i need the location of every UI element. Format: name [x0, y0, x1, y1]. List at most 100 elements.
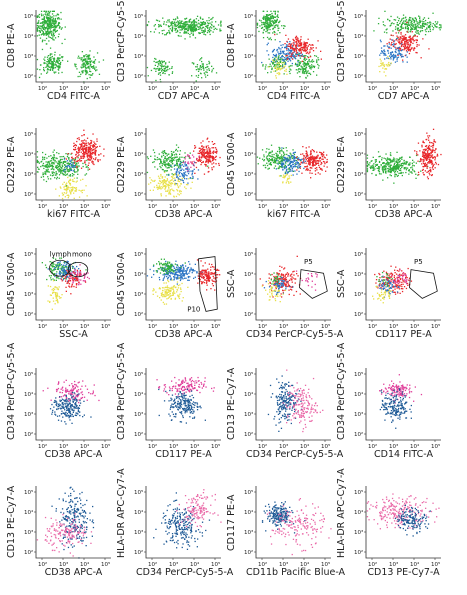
event-point	[306, 48, 308, 50]
event-point	[46, 166, 48, 169]
event-point	[204, 29, 206, 31]
event-point	[183, 175, 185, 177]
event-point	[295, 46, 297, 48]
event-point	[45, 33, 47, 35]
event-point	[73, 164, 75, 167]
event-point	[156, 61, 158, 63]
event-point	[47, 58, 49, 61]
event-point	[429, 27, 431, 29]
event-point	[372, 164, 374, 166]
event-point	[266, 36, 269, 39]
event-point	[39, 69, 41, 71]
event-point	[170, 156, 172, 159]
event-point	[69, 169, 71, 171]
event-point	[185, 183, 188, 186]
event-point	[181, 174, 184, 176]
event-point	[50, 155, 52, 157]
event-point	[412, 28, 414, 30]
event-point	[301, 55, 303, 57]
event-point	[410, 28, 412, 30]
event-point	[400, 171, 402, 174]
event-point	[272, 54, 275, 56]
event-point	[281, 163, 283, 165]
event-point	[87, 154, 90, 156]
event-point	[308, 59, 310, 61]
event-point	[399, 46, 401, 48]
event-point	[282, 162, 284, 164]
event-point	[281, 147, 283, 149]
event-point	[430, 22, 432, 24]
event-point	[422, 23, 424, 25]
event-point	[413, 49, 415, 51]
axis-lines	[35, 10, 111, 83]
event-point	[375, 174, 377, 176]
event-point	[287, 45, 289, 47]
event-point	[164, 157, 166, 159]
event-point	[383, 165, 385, 167]
event-point	[152, 149, 155, 151]
event-point	[288, 65, 290, 68]
event-point	[39, 25, 41, 27]
event-point	[396, 158, 398, 160]
event-point	[211, 69, 213, 71]
event-point	[176, 24, 178, 26]
event-point	[211, 160, 214, 162]
event-point	[273, 61, 276, 63]
event-point	[314, 157, 316, 160]
event-point	[298, 71, 300, 73]
event-point	[280, 166, 282, 168]
event-point	[60, 166, 62, 168]
event-point	[388, 162, 390, 164]
event-point	[201, 156, 203, 158]
event-point	[84, 64, 86, 66]
event-point	[191, 162, 193, 164]
event-point	[45, 12, 47, 14]
event-point	[282, 147, 285, 149]
event-point	[299, 76, 301, 78]
event-point	[158, 185, 161, 187]
event-point	[48, 66, 50, 68]
event-point	[440, 26, 442, 28]
scatter-panel: 10² 10² 10³ 10³ 10⁴ 10⁴ 10⁵ 10⁵ CD38 APC-A CD229 …	[112, 128, 227, 230]
event-point	[398, 172, 400, 174]
event-point	[49, 53, 52, 55]
event-point	[405, 163, 407, 165]
event-point	[50, 66, 52, 68]
event-point	[313, 156, 315, 158]
event-point	[197, 68, 199, 70]
event-point	[170, 166, 172, 168]
event-point	[415, 39, 417, 41]
event-point	[407, 31, 409, 33]
event-point	[52, 20, 54, 23]
event-point	[78, 71, 81, 73]
event-point	[295, 163, 298, 165]
event-point	[305, 150, 307, 152]
event-point	[274, 21, 277, 23]
event-point	[435, 23, 438, 25]
event-point	[289, 49, 291, 51]
event-point	[48, 19, 51, 21]
event-point	[52, 19, 54, 21]
event-point	[182, 24, 185, 26]
event-point	[168, 167, 170, 169]
event-point	[180, 21, 182, 23]
event-point	[191, 24, 194, 26]
event-point	[212, 16, 214, 19]
event-point	[147, 75, 149, 77]
event-point	[407, 164, 410, 166]
event-point	[209, 151, 211, 153]
event-point	[409, 162, 411, 164]
event-point	[203, 69, 205, 71]
event-point	[54, 166, 57, 168]
event-point	[183, 169, 185, 171]
event-point	[59, 26, 61, 29]
event-point	[179, 178, 181, 181]
event-point	[58, 33, 60, 35]
event-point	[263, 160, 265, 162]
event-point	[149, 177, 151, 179]
event-point	[36, 27, 39, 29]
event-point	[289, 65, 292, 67]
event-point	[203, 156, 206, 158]
event-point	[197, 26, 199, 28]
event-point	[318, 59, 320, 61]
